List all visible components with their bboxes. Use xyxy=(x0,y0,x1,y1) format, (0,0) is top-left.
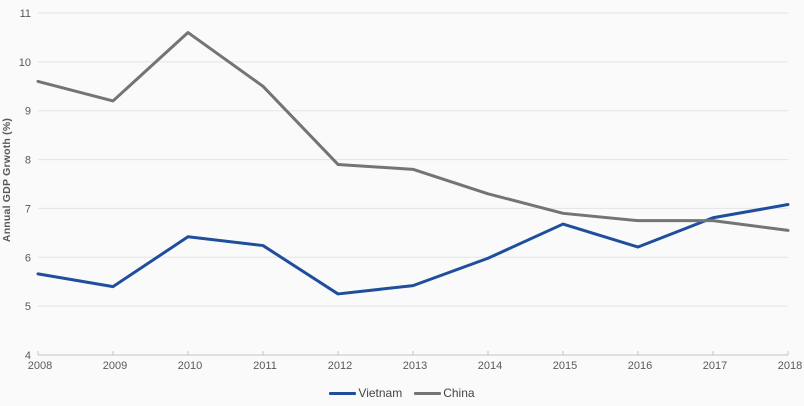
china-line xyxy=(36,31,790,232)
legend-item-vietnam: Vietnam xyxy=(329,386,402,400)
x-tick-label: 2014 xyxy=(478,360,502,372)
x-tick-label: 2010 xyxy=(178,360,202,372)
y-tick-label: 4 xyxy=(25,350,31,362)
legend-label-vietnam: Vietnam xyxy=(358,386,403,400)
x-tick-label: 2009 xyxy=(103,360,127,372)
y-tick-label: 10 xyxy=(19,57,31,69)
chart-legend: Vietnam China xyxy=(0,386,804,400)
x-tick-label: 2008 xyxy=(28,360,52,372)
china-line-swatch xyxy=(414,391,442,395)
legend-item-china: China xyxy=(414,386,475,400)
y-tick-label: 9 xyxy=(25,106,31,118)
y-tick-label: 5 xyxy=(25,301,31,313)
x-tick-label: 2018 xyxy=(778,360,802,372)
vietnam-line-swatch xyxy=(329,391,357,395)
y-tick-label: 6 xyxy=(25,252,31,264)
x-tick-label: 2016 xyxy=(628,360,652,372)
vietnam-line xyxy=(36,203,790,296)
x-tick-label: 2012 xyxy=(328,360,352,372)
y-tick-label: 11 xyxy=(20,8,31,20)
legend-label-china: China xyxy=(443,386,475,400)
y-tick-label: 7 xyxy=(25,203,31,215)
y-axis-title: Annual GDP Grwoth (%) xyxy=(1,117,13,243)
x-tick-label: 2013 xyxy=(403,360,427,372)
x-tick-label: 2017 xyxy=(703,360,727,372)
x-tick-label: 2015 xyxy=(553,360,577,372)
plot-area: 4 5 6 7 8 9 10 11 2008 2009 2010 2011 2012 2013 2014 20… xyxy=(19,8,802,372)
y-tick-label: 8 xyxy=(25,155,31,167)
x-tick-label: 2011 xyxy=(253,360,277,372)
